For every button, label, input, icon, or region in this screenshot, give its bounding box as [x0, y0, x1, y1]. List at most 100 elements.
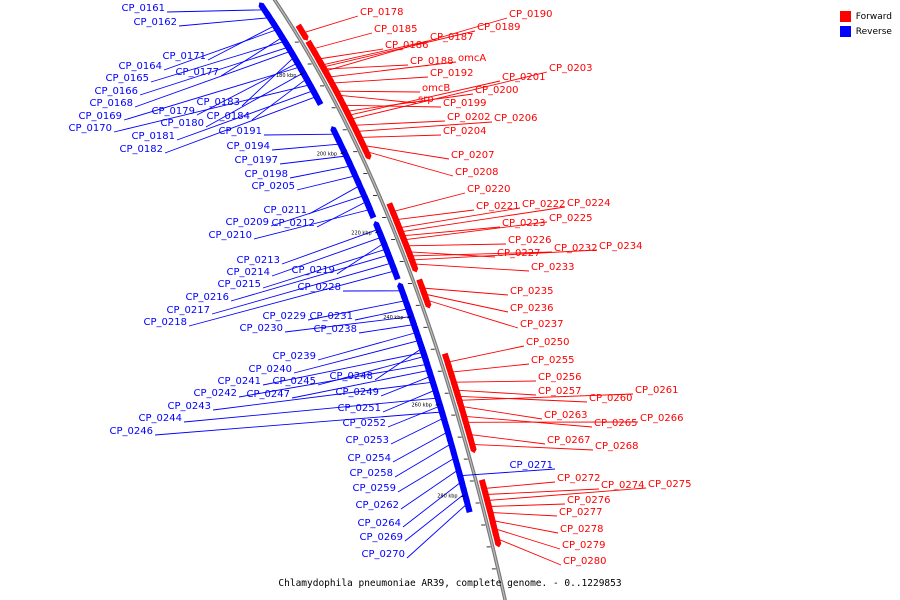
reverse-gene-label[interactable]: CP_0229	[263, 311, 306, 322]
reverse-gene-label[interactable]: CP_0246	[110, 426, 153, 437]
reverse-gene-label[interactable]: CP_0180	[161, 118, 204, 129]
forward-gene-label[interactable]: CP_0185	[374, 24, 417, 35]
reverse-gene-label[interactable]: CP_0218	[144, 317, 187, 328]
reverse-gene-label[interactable]: CP_0247	[247, 389, 290, 400]
forward-gene-label[interactable]: CP_0225	[549, 213, 592, 224]
forward-gene-label[interactable]: CP_0235	[510, 286, 553, 297]
forward-gene-label[interactable]: CP_0223	[502, 218, 545, 229]
reverse-gene-label[interactable]: CP_0184	[207, 111, 250, 122]
reverse-gene-label[interactable]: CP_0264	[358, 518, 401, 529]
forward-gene-label[interactable]: CP_0227	[497, 248, 540, 259]
forward-gene-label[interactable]: CP_0275	[648, 479, 691, 490]
forward-gene-label[interactable]: CP_0280	[563, 556, 606, 567]
reverse-gene-label[interactable]: CP_0258	[350, 468, 393, 479]
reverse-gene-label[interactable]: CP_0166	[95, 86, 138, 97]
reverse-gene-label[interactable]: CP_0249	[336, 387, 379, 398]
reverse-gene-label[interactable]: CP_0240	[249, 364, 292, 375]
forward-gene-label[interactable]: CP_0201	[502, 72, 545, 83]
forward-gene-label[interactable]: CP_0237	[520, 319, 563, 330]
reverse-gene-label[interactable]: CP_0253	[346, 435, 389, 446]
reverse-gene-label[interactable]: CP_0170	[69, 123, 112, 134]
reverse-gene-label[interactable]: CP_0239	[273, 351, 316, 362]
reverse-gene-label[interactable]: CP_0241	[218, 376, 261, 387]
forward-gene-label[interactable]: CP_0190	[509, 9, 552, 20]
forward-gene-label[interactable]: CP_0189	[477, 22, 520, 33]
forward-gene-label[interactable]: CP_0236	[510, 303, 553, 314]
reverse-gene-label[interactable]: CP_0243	[168, 401, 211, 412]
reverse-gene-label[interactable]: CP_0252	[343, 418, 386, 429]
forward-gene-label[interactable]: CP_0272	[557, 473, 600, 484]
reverse-gene-label[interactable]: CP_0269	[360, 532, 403, 543]
reverse-gene-label[interactable]: CP_0210	[209, 230, 252, 241]
forward-gene-label[interactable]: CP_0263	[544, 410, 587, 421]
reverse-gene-label[interactable]: CP_0209	[226, 217, 269, 228]
forward-gene-label[interactable]: CP_0260	[589, 393, 632, 404]
reverse-gene-label[interactable]: CP_0205	[252, 181, 295, 192]
forward-gene-label[interactable]: CP_0233	[531, 262, 574, 273]
forward-gene-label[interactable]: CP_0207	[451, 150, 494, 161]
forward-gene-label[interactable]: CP_0206	[494, 113, 537, 124]
reverse-gene-label[interactable]: CP_0245	[273, 376, 316, 387]
forward-gene-label[interactable]: CP_0265	[594, 418, 637, 429]
reverse-gene-label[interactable]: CP_0259	[353, 483, 396, 494]
reverse-gene-label[interactable]: CP_0248	[330, 371, 373, 382]
forward-gene-label[interactable]: CP_0276	[567, 495, 610, 506]
reverse-gene-label[interactable]: CP_0198	[245, 169, 288, 180]
forward-gene-label[interactable]: CP_0277	[559, 507, 602, 518]
forward-gene-label[interactable]: CP_0232	[554, 243, 597, 254]
forward-gene-label[interactable]: CP_0257	[538, 386, 581, 397]
reverse-gene-label[interactable]: CP_0177	[176, 67, 219, 78]
reverse-gene-label[interactable]: CP_0171	[163, 51, 206, 62]
reverse-gene-label[interactable]: CP_0244	[139, 413, 182, 424]
forward-gene-label[interactable]: CP_0224	[567, 198, 610, 209]
reverse-gene-label[interactable]: CP_0230	[240, 323, 283, 334]
forward-gene-label[interactable]: CP_0250	[526, 337, 569, 348]
forward-gene-label[interactable]: CP_0261	[635, 385, 678, 396]
reverse-gene-label[interactable]: CP_0181	[132, 131, 175, 142]
reverse-gene-label[interactable]: CP_0213	[237, 255, 280, 266]
reverse-gene-label[interactable]: CP_0161	[122, 3, 165, 14]
reverse-gene-label[interactable]: CP_0217	[167, 305, 210, 316]
forward-gene-label[interactable]: CP_0221	[476, 201, 519, 212]
reverse-gene-label[interactable]: CP_0211	[264, 205, 307, 216]
forward-gene-label[interactable]: CP_0203	[549, 63, 592, 74]
reverse-gene-label[interactable]: CP_0191	[219, 126, 262, 137]
reverse-gene-label[interactable]: CP_0271	[510, 460, 553, 471]
forward-gene-label[interactable]: CP_0278	[560, 524, 603, 535]
forward-gene-label[interactable]: omcA	[458, 53, 486, 64]
reverse-gene-label[interactable]: CP_0183	[197, 97, 240, 108]
forward-gene-label[interactable]: CP_0268	[595, 441, 638, 452]
reverse-gene-label[interactable]: CP_0212	[272, 218, 315, 229]
forward-gene-label[interactable]: srp	[418, 94, 434, 105]
reverse-gene-label[interactable]: CP_0262	[356, 500, 399, 511]
reverse-gene-label[interactable]: CP_0182	[120, 144, 163, 155]
forward-gene-label[interactable]: omcB	[422, 83, 450, 94]
forward-gene-label[interactable]: CP_0234	[599, 241, 642, 252]
forward-gene-label[interactable]: CP_0178	[360, 7, 403, 18]
reverse-gene-label[interactable]: CP_0165	[106, 73, 149, 84]
reverse-gene-label[interactable]: CP_0169	[79, 111, 122, 122]
reverse-gene-label[interactable]: CP_0242	[194, 388, 237, 399]
forward-gene-label[interactable]: CP_0202	[447, 112, 490, 123]
forward-gene-label[interactable]: CP_0279	[562, 540, 605, 551]
reverse-gene-label[interactable]: CP_0168	[90, 98, 133, 109]
forward-gene-label[interactable]: CP_0267	[547, 435, 590, 446]
forward-gene-label[interactable]: CP_0204	[443, 126, 486, 137]
forward-gene-label[interactable]: CP_0226	[508, 235, 551, 246]
reverse-gene-label[interactable]: CP_0179	[152, 106, 195, 117]
reverse-gene-label[interactable]: CP_0162	[134, 17, 177, 28]
reverse-gene-label[interactable]: CP_0219	[292, 265, 335, 276]
reverse-gene-label[interactable]: CP_0215	[218, 279, 261, 290]
reverse-gene-label[interactable]: CP_0238	[314, 324, 357, 335]
forward-gene-label[interactable]: CP_0274	[601, 480, 644, 491]
reverse-gene-label[interactable]: CP_0270	[362, 549, 405, 560]
forward-gene-label[interactable]: CP_0220	[467, 184, 510, 195]
reverse-gene-label[interactable]: CP_0197	[235, 155, 278, 166]
reverse-gene-label[interactable]: CP_0216	[186, 292, 229, 303]
reverse-gene-label[interactable]: CP_0194	[227, 141, 270, 152]
forward-gene-label[interactable]: CP_0186	[385, 40, 428, 51]
reverse-gene-label[interactable]: CP_0164	[119, 61, 162, 72]
forward-gene-label[interactable]: CP_0255	[531, 355, 574, 366]
forward-gene-label[interactable]: CP_0200	[475, 85, 518, 96]
forward-gene-label[interactable]: CP_0256	[538, 372, 581, 383]
